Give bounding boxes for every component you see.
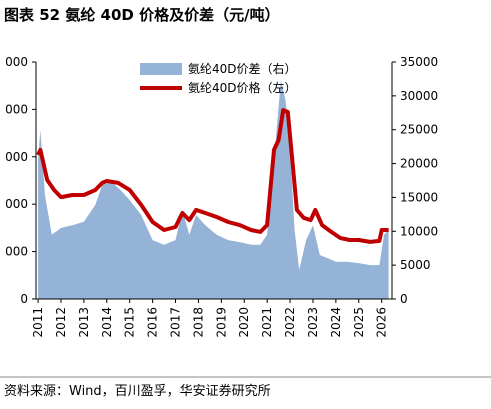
y2-tick-label: 30000 xyxy=(400,89,438,103)
x-tick-label: 2024 xyxy=(329,307,343,338)
x-tick-label: 2025 xyxy=(352,307,366,338)
y2-tick-label: 0 xyxy=(400,292,408,306)
y2-tick-label: 15000 xyxy=(400,190,438,204)
x-tick-label: 2011 xyxy=(31,307,45,338)
x-tick-label: 2019 xyxy=(214,307,228,338)
x-tick-label: 2015 xyxy=(123,307,137,338)
y-tick-label: 000 xyxy=(5,197,28,211)
x-tick-label: 2017 xyxy=(169,307,183,338)
y-tick-label: 000 xyxy=(5,102,28,116)
y2-tick-label: 35000 xyxy=(400,55,438,69)
x-tick-label: 2014 xyxy=(100,307,114,338)
y2-tick-label: 5000 xyxy=(400,258,431,272)
x-tick-label: 2012 xyxy=(54,307,68,338)
x-tick-label: 2016 xyxy=(146,307,160,338)
y2-tick-label: 20000 xyxy=(400,157,438,171)
y-tick-label: 000 xyxy=(5,245,28,259)
y2-tick-label: 25000 xyxy=(400,123,438,137)
source: 资料来源：Wind，百川盈孚，华安证券研究所 xyxy=(4,383,271,399)
legend-swatch xyxy=(140,63,182,75)
y-tick-label: 0 xyxy=(20,292,28,306)
chart-title: 图表 52 氨纶 40D 价格及价差（元/吨） xyxy=(4,6,280,24)
legend-label: 氨纶40D价差（右） xyxy=(188,61,297,76)
price-line xyxy=(36,108,389,244)
x-tick-label: 2021 xyxy=(260,307,274,338)
y2-tick-label: 10000 xyxy=(400,224,438,238)
x-tick-label: 2018 xyxy=(191,307,205,338)
x-tick-label: 2013 xyxy=(77,307,91,338)
x-tick-label: 2020 xyxy=(237,307,251,338)
legend-label: 氨纶40D价格（左） xyxy=(188,80,297,95)
x-tick-label: 2022 xyxy=(283,307,297,338)
spread-area xyxy=(38,80,389,299)
y-tick-label: 000 xyxy=(5,150,28,164)
x-tick-label: 2026 xyxy=(375,307,389,338)
y-tick-label: 000 xyxy=(5,55,28,69)
x-tick-label: 2023 xyxy=(306,307,320,338)
